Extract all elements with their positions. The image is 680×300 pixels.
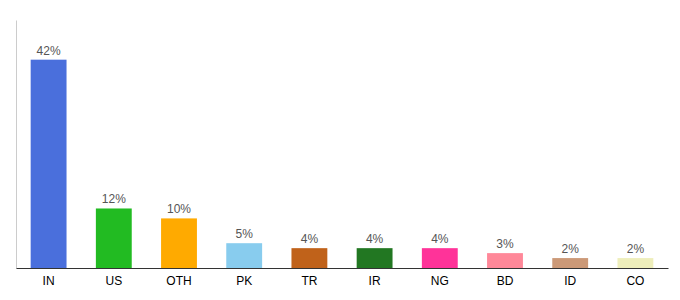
x-tick: OTH	[166, 268, 191, 288]
x-axis: IN US OTH PK TR IR NG BD ID CO	[17, 268, 669, 288]
data-label: 3%	[496, 237, 514, 251]
data-label: 42%	[37, 44, 61, 58]
x-tick: BD	[497, 268, 514, 288]
bar	[31, 60, 67, 268]
data-label: 2%	[562, 242, 580, 256]
x-tick-label: ID	[564, 274, 576, 288]
y-axis-line	[16, 21, 17, 269]
bar	[96, 208, 132, 268]
x-tick: US	[105, 268, 122, 288]
x-tick-label: US	[105, 274, 122, 288]
x-axis-line	[17, 268, 669, 269]
plot: IN US OTH PK TR IR NG BD ID CO 42% 12% 10% 5% 4% 4% 4% 3%…	[17, 21, 669, 288]
y-axis	[16, 21, 17, 269]
x-tick-label: CO	[626, 274, 644, 288]
data-label: 4%	[431, 232, 449, 246]
bar	[357, 248, 393, 268]
data-label: 5%	[236, 227, 254, 241]
x-tick-label: IN	[43, 274, 55, 288]
data-label: 2%	[627, 242, 645, 256]
data-label: 12%	[102, 192, 126, 206]
x-tick: CO	[626, 268, 644, 288]
chart: IN US OTH PK TR IR NG BD ID CO 42% 12% 10% 5% 4% 4% 4% 3%…	[0, 0, 680, 300]
data-label: 4%	[301, 232, 319, 246]
bar	[617, 258, 653, 268]
x-tick: TR	[301, 268, 317, 288]
x-tick-label: BD	[497, 274, 514, 288]
x-tick: IN	[43, 268, 55, 288]
bar	[487, 253, 523, 268]
x-tick: ID	[564, 268, 576, 288]
x-tick: NG	[431, 268, 449, 288]
x-tick-label: PK	[236, 274, 252, 288]
data-labels: 42% 12% 10% 5% 4% 4% 4% 3% 2% 2%	[37, 44, 645, 256]
data-label: 4%	[366, 232, 384, 246]
data-label: 10%	[167, 202, 191, 216]
bar	[552, 258, 588, 268]
x-tick: IR	[369, 268, 381, 288]
x-tick-label: NG	[431, 274, 449, 288]
bar	[161, 218, 197, 268]
bar	[226, 243, 262, 268]
x-tick-label: OTH	[166, 274, 191, 288]
bars	[31, 60, 654, 268]
x-tick: PK	[236, 268, 252, 288]
bar	[422, 248, 458, 268]
x-tick-label: IR	[369, 274, 381, 288]
bar	[291, 248, 327, 268]
x-tick-label: TR	[301, 274, 317, 288]
